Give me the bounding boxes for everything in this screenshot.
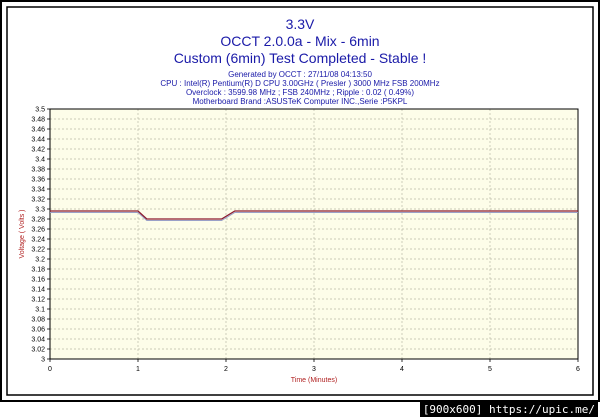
y-tick-label: 3.5 bbox=[35, 107, 45, 114]
y-axis-label: Voltage ( Volts ) bbox=[19, 209, 26, 258]
x-tick-label: 3 bbox=[312, 366, 316, 373]
x-tick-label: 5 bbox=[488, 366, 492, 373]
overclock-info: Overclock : 3599.98 MHz ; FSB 240MHz ; R… bbox=[185, 88, 415, 97]
y-tick-label: 3.2 bbox=[35, 257, 45, 264]
y-tick-label: 3.46 bbox=[31, 127, 45, 134]
y-tick-label: 3.12 bbox=[31, 297, 45, 304]
chart-subtitle: OCCT 2.0.0a - Mix - 6min bbox=[220, 33, 380, 49]
y-tick-label: 3.36 bbox=[31, 177, 45, 184]
watermark: [900x600] https://upic.me/ bbox=[419, 402, 598, 417]
cpu-info: CPU : Intel(R) Pentium(R) D CPU 3.00GHz … bbox=[160, 79, 440, 88]
x-tick-label: 1 bbox=[136, 366, 140, 373]
y-tick-label: 3.44 bbox=[31, 137, 45, 144]
y-tick-label: 3.48 bbox=[31, 117, 45, 124]
y-tick-label: 3.04 bbox=[31, 337, 45, 344]
y-tick-label: 3.26 bbox=[31, 227, 45, 234]
x-tick-label: 4 bbox=[400, 366, 404, 373]
series-line-0 bbox=[50, 210, 578, 220]
y-tick-label: 3.14 bbox=[31, 287, 45, 294]
y-tick-label: 3.28 bbox=[31, 217, 45, 224]
y-tick-label: 3.18 bbox=[31, 267, 45, 274]
chart-title: 3.3V bbox=[285, 16, 315, 32]
y-tick-label: 3.02 bbox=[31, 347, 45, 354]
test-status: Custom (6min) Test Completed - Stable ! bbox=[173, 50, 427, 66]
x-tick-label: 0 bbox=[48, 366, 52, 373]
y-tick-label: 3.24 bbox=[31, 237, 45, 244]
y-tick-label: 3.1 bbox=[35, 307, 45, 314]
y-tick-label: 3.16 bbox=[31, 277, 45, 284]
x-tick-label: 6 bbox=[576, 366, 580, 373]
x-axis-label: Time (Minutes) bbox=[291, 377, 337, 384]
y-tick-label: 3.3 bbox=[35, 207, 45, 214]
y-tick-label: 3.22 bbox=[31, 247, 45, 254]
y-tick-label: 3.38 bbox=[31, 167, 45, 174]
y-tick-label: 3 bbox=[41, 357, 45, 364]
y-tick-label: 3.08 bbox=[31, 317, 45, 324]
series-line-shadow bbox=[50, 212, 578, 221]
y-tick-label: 3.06 bbox=[31, 327, 45, 334]
y-tick-label: 3.32 bbox=[31, 197, 45, 204]
plot-border bbox=[49, 108, 579, 360]
y-tick-label: 3.42 bbox=[31, 147, 45, 154]
generated-info: Generated by OCCT : 27/11/08 04:13:50 bbox=[228, 70, 372, 79]
motherboard-info: Motherboard Brand :ASUSTeK Computer INC.… bbox=[192, 97, 408, 106]
x-tick-label: 2 bbox=[224, 366, 228, 373]
y-tick-label: 3.4 bbox=[35, 157, 45, 164]
y-tick-label: 3.34 bbox=[31, 187, 45, 194]
